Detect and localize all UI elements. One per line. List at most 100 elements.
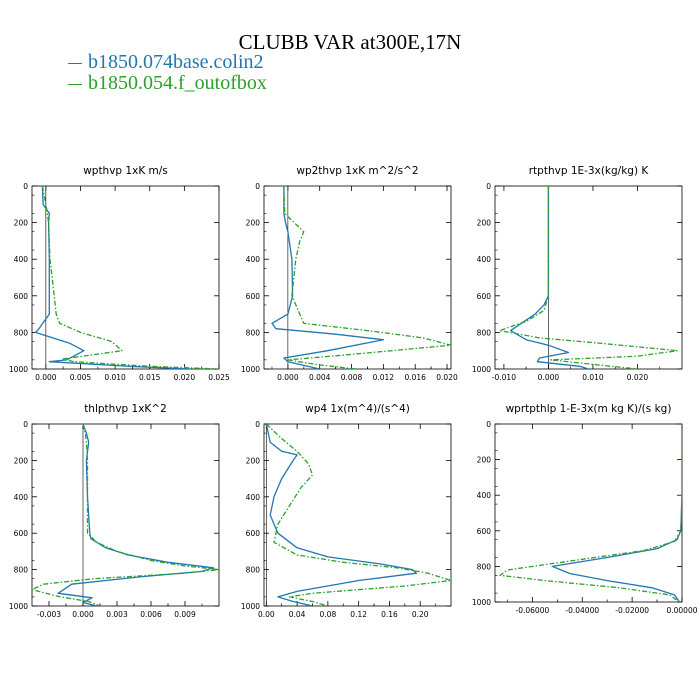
plot-frame-5 [494,423,683,603]
series-line-1-outofbox [283,186,451,369]
ytick-label-3-4: 800 [14,566,29,575]
xtick-label-5-2: -0.02000 [615,606,649,615]
ytick-label-4-2: 400 [246,493,261,502]
chart-panel-0: wpthvp 1xK m/s 0 200 400 600 800 1000 0.000 0.00… [9,165,230,382]
ytick-label-4-0: 0 [255,420,260,429]
chart-panel-3: thlpthvp 1xK^2 0 200 400 600 800 1000 -0.003 0.0… [9,403,220,619]
xtick-label-4-1: 0.04 [289,610,306,619]
xtick-label-1-3: 0.012 [373,373,395,382]
series-line-5-base [551,424,682,602]
ytick-label-5-0: 0 [486,420,491,429]
xtick-label-4-2: 0.08 [320,610,337,619]
chart-title-5: wprtpthlp 1-E-3x(m kg K)/(s kg) [506,403,672,415]
xtick-label-1-4: 0.016 [404,373,426,382]
chart-title-4: wp4 1x(m^4)/(s^4) [305,403,410,415]
series-line-2-base [509,186,589,369]
ytick-label-4-3: 600 [246,529,261,538]
ytick-label-0-2: 400 [14,255,29,264]
series-line-4-outofbox [265,424,451,606]
ytick-label-5-4: 800 [477,562,492,571]
xtick-label-1-2: 0.008 [341,373,363,382]
plot-frame-1 [263,185,452,370]
ytick-label-5-1: 200 [477,456,492,465]
plot-frame-2 [494,185,683,370]
xtick-label-2-2: 0.010 [582,373,604,382]
xtick-label-3-3: 0.006 [140,610,162,619]
xtick-label-3-0: -0.003 [37,610,61,619]
chart-panel-2: rtpthvp 1E-3x(kg/kg) K 0 200 400 600 800 1000-… [472,165,683,382]
ytick-label-4-4: 800 [246,566,261,575]
ytick-label-0-5: 1000 [9,365,28,374]
xtick-label-3-1: 0.000 [72,610,94,619]
xtick-label-1-5: 0.020 [436,373,458,382]
xtick-label-1-1: 0.004 [309,373,331,382]
ytick-label-0-0: 0 [23,182,28,191]
series-line-2-outofbox [498,186,679,369]
xtick-label-0-0: 0.000 [35,373,57,382]
ytick-label-1-1: 200 [246,219,261,228]
xtick-label-2-3: 0.020 [627,373,649,382]
xtick-label-0-3: 0.015 [139,373,161,382]
xtick-label-4-4: 0.16 [381,610,398,619]
xtick-label-0-5: 0.025 [208,373,230,382]
legend-label-outofbox: b1850.054.f_outofbox [88,72,267,94]
ytick-label-5-5: 1000 [472,598,491,607]
legend-entry-outofbox: b1850.054.f_outofbox [68,72,267,95]
ytick-label-1-0: 0 [255,182,260,191]
ytick-label-4-1: 200 [246,456,261,465]
ytick-label-0-4: 800 [14,328,29,337]
xtick-label-2-1: 0.000 [538,373,560,382]
ytick-label-2-3: 600 [477,292,492,301]
chart-title-2: rtpthvp 1E-3x(kg/kg) K [529,165,650,177]
xtick-label-2-0: -0.010 [492,373,516,382]
series-line-3-outofbox [32,424,219,606]
ytick-label-1-2: 400 [246,255,261,264]
series-line-3-base [57,424,214,606]
ytick-label-3-5: 1000 [9,602,28,611]
xtick-label-0-2: 0.010 [104,373,126,382]
series-line-1-base [271,186,385,369]
legend-label-base: b1850.074base.colin2 [88,51,264,73]
ytick-label-4-5: 1000 [241,602,260,611]
series-line-0-outofbox [41,186,219,369]
plot-frame-3 [31,423,220,607]
xtick-label-5-3: 0.00000 [666,606,697,615]
legend-entry-base: b1850.074base.colin2 [68,51,264,74]
ytick-label-0-1: 200 [14,219,29,228]
figure-title: CLUBB VAR at300E,17N [238,30,462,54]
xtick-label-4-0: 0.00 [258,610,275,619]
legend-swatch-outofbox [68,83,82,85]
ytick-label-2-1: 200 [477,219,492,228]
xtick-label-4-5: 0.20 [412,610,429,619]
series-line-4-base [265,424,418,606]
legend-swatch-base [68,62,82,64]
ytick-label-5-2: 400 [477,491,492,500]
xtick-label-4-3: 0.12 [350,610,367,619]
series-line-0-base [34,186,192,369]
ytick-label-2-2: 400 [477,255,492,264]
xtick-label-3-2: 0.003 [106,610,128,619]
ytick-label-3-0: 0 [23,420,28,429]
ytick-label-2-0: 0 [486,182,491,191]
plot-frame-0 [31,185,220,370]
ytick-label-2-5: 1000 [472,365,491,374]
series-line-5-outofbox [499,424,682,602]
xtick-label-1-0: 0.000 [277,373,299,382]
chart-title-1: wp2thvp 1xK m^2/s^2 [296,165,418,177]
xtick-label-5-1: -0.04000 [565,606,599,615]
xtick-label-0-4: 0.020 [174,373,196,382]
chart-title-3: thlpthvp 1xK^2 [84,403,167,415]
ytick-label-1-4: 800 [246,328,261,337]
ytick-label-3-3: 600 [14,529,29,538]
xtick-label-3-4: 0.009 [174,610,196,619]
ytick-label-1-5: 1000 [241,365,260,374]
ytick-label-1-3: 600 [246,292,261,301]
chart-panel-1: wp2thvp 1xK m^2/s^2 0 200 400 600 800 1000 0.00… [241,165,458,382]
ytick-label-0-3: 600 [14,292,29,301]
ytick-label-2-4: 800 [477,328,492,337]
chart-panel-5: wprtpthlp 1-E-3x(m kg K)/(s kg) 0 200 400 60… [472,403,698,615]
xtick-label-0-1: 0.005 [70,373,92,382]
ytick-label-3-2: 400 [14,493,29,502]
